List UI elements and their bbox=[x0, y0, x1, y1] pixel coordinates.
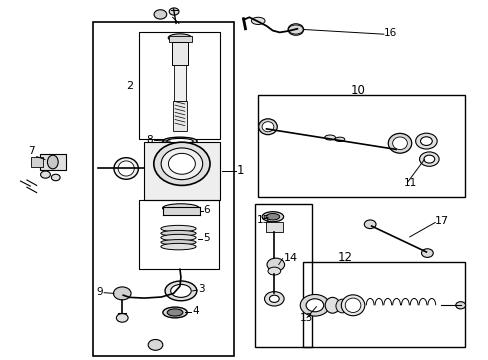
Bar bbox=[31, 157, 42, 167]
Ellipse shape bbox=[161, 230, 196, 236]
Bar bbox=[265, 222, 282, 232]
Ellipse shape bbox=[387, 133, 411, 153]
Bar bbox=[257, 95, 464, 197]
Ellipse shape bbox=[265, 213, 279, 220]
Ellipse shape bbox=[114, 158, 138, 179]
Ellipse shape bbox=[47, 155, 58, 169]
Ellipse shape bbox=[341, 295, 364, 316]
Text: 11: 11 bbox=[403, 177, 416, 188]
Circle shape bbox=[169, 8, 179, 15]
Text: 4: 4 bbox=[192, 306, 199, 316]
Ellipse shape bbox=[166, 139, 193, 144]
Circle shape bbox=[419, 152, 438, 166]
Text: 14: 14 bbox=[283, 253, 297, 264]
Ellipse shape bbox=[251, 17, 264, 24]
Bar bbox=[144, 142, 220, 200]
Bar bbox=[40, 154, 66, 170]
Circle shape bbox=[148, 339, 163, 350]
Text: 1: 1 bbox=[236, 165, 244, 177]
Circle shape bbox=[41, 171, 50, 178]
Ellipse shape bbox=[168, 34, 191, 42]
Text: 6: 6 bbox=[203, 204, 210, 215]
Text: 8: 8 bbox=[146, 135, 153, 145]
Circle shape bbox=[420, 137, 431, 145]
Ellipse shape bbox=[163, 307, 187, 318]
Ellipse shape bbox=[161, 240, 196, 245]
Bar bbox=[303, 262, 464, 347]
Ellipse shape bbox=[325, 297, 339, 313]
Ellipse shape bbox=[267, 267, 280, 275]
Ellipse shape bbox=[164, 281, 196, 301]
Ellipse shape bbox=[170, 284, 191, 297]
Ellipse shape bbox=[324, 135, 335, 140]
Ellipse shape bbox=[392, 137, 407, 150]
Circle shape bbox=[51, 174, 60, 181]
Circle shape bbox=[421, 249, 432, 257]
Ellipse shape bbox=[167, 309, 183, 316]
Circle shape bbox=[154, 10, 166, 19]
Circle shape bbox=[116, 314, 128, 322]
Bar bbox=[139, 32, 220, 139]
Text: 16: 16 bbox=[383, 28, 396, 38]
Text: 17: 17 bbox=[434, 216, 448, 226]
Bar bbox=[139, 200, 219, 269]
Circle shape bbox=[287, 24, 303, 35]
Circle shape bbox=[455, 302, 465, 309]
Ellipse shape bbox=[153, 142, 210, 185]
Circle shape bbox=[269, 295, 279, 302]
Bar bbox=[168, 36, 192, 42]
Ellipse shape bbox=[258, 119, 277, 135]
Ellipse shape bbox=[262, 122, 273, 132]
Bar bbox=[163, 207, 199, 215]
Ellipse shape bbox=[168, 153, 195, 174]
Bar bbox=[172, 42, 187, 65]
Text: 7: 7 bbox=[28, 146, 35, 156]
Text: 2: 2 bbox=[126, 81, 133, 91]
Ellipse shape bbox=[262, 212, 283, 222]
Ellipse shape bbox=[335, 299, 348, 313]
Text: 5: 5 bbox=[203, 233, 209, 243]
Circle shape bbox=[266, 258, 284, 271]
Circle shape bbox=[305, 299, 323, 312]
Text: 12: 12 bbox=[337, 251, 352, 264]
Ellipse shape bbox=[161, 234, 196, 241]
Bar bbox=[174, 65, 185, 101]
Circle shape bbox=[264, 292, 284, 306]
Ellipse shape bbox=[163, 137, 197, 145]
Circle shape bbox=[423, 155, 434, 163]
Bar bbox=[93, 22, 233, 356]
Text: 15: 15 bbox=[256, 215, 269, 225]
Ellipse shape bbox=[345, 298, 360, 312]
Text: 3: 3 bbox=[198, 284, 204, 294]
Circle shape bbox=[113, 287, 131, 300]
Ellipse shape bbox=[161, 225, 196, 232]
Ellipse shape bbox=[334, 137, 344, 141]
Bar bbox=[173, 101, 186, 131]
Ellipse shape bbox=[162, 204, 199, 212]
Circle shape bbox=[364, 220, 375, 229]
Bar bbox=[255, 204, 311, 347]
Ellipse shape bbox=[161, 243, 196, 250]
Text: 9: 9 bbox=[96, 287, 103, 297]
Text: 13: 13 bbox=[300, 312, 313, 323]
Circle shape bbox=[300, 294, 329, 316]
Ellipse shape bbox=[118, 161, 134, 176]
Circle shape bbox=[415, 133, 436, 149]
Ellipse shape bbox=[161, 148, 203, 180]
Text: 10: 10 bbox=[350, 84, 365, 97]
